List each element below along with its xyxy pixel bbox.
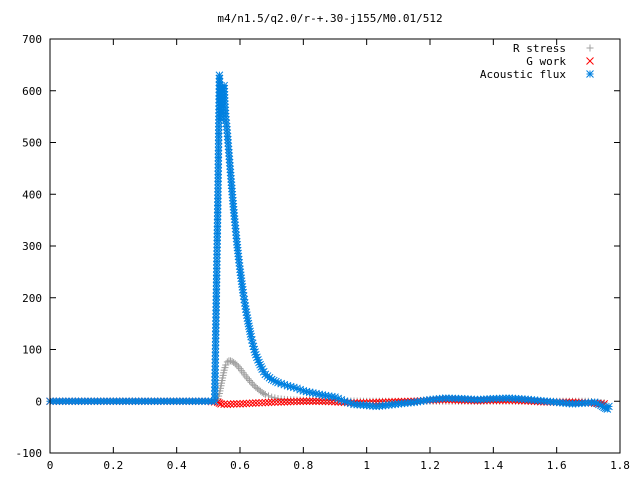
y-tick-label: 0 — [35, 395, 42, 408]
data-point — [318, 397, 327, 406]
data-point — [245, 399, 254, 408]
data-point — [308, 397, 317, 406]
legend-label: G work — [526, 55, 566, 68]
legend-label: R stress — [513, 42, 566, 55]
y-tick-label: 200 — [22, 292, 42, 305]
data-point — [274, 398, 282, 406]
data-point — [233, 361, 241, 369]
x-tick-label: 0.6 — [230, 459, 250, 472]
x-tick-label: 1.6 — [547, 459, 567, 472]
data-point — [229, 399, 238, 408]
data-point — [226, 400, 235, 408]
data-point — [267, 398, 276, 407]
data-point — [283, 397, 292, 406]
data-point — [234, 363, 242, 371]
data-point — [270, 398, 279, 407]
x-tick-label: 0.2 — [103, 459, 123, 472]
data-point — [247, 378, 255, 386]
y-tick-label: 600 — [22, 85, 42, 98]
data-point — [260, 389, 268, 397]
y-tick-label: -100 — [16, 447, 43, 460]
data-point — [244, 375, 252, 383]
data-point — [246, 377, 253, 385]
data-point — [261, 398, 270, 407]
legend-marker — [586, 44, 594, 52]
data-point — [258, 398, 267, 407]
plot-frame — [49, 38, 621, 454]
data-point — [239, 399, 248, 408]
data-point — [242, 373, 250, 381]
series-2 — [46, 71, 613, 413]
data-point — [321, 397, 330, 406]
x-tick-label: 1.4 — [483, 459, 503, 472]
legend-marker — [586, 57, 594, 65]
data-point — [255, 398, 263, 407]
data-point — [324, 397, 333, 406]
data-point — [220, 400, 229, 408]
legend-marker — [586, 70, 594, 78]
data-point — [280, 398, 289, 406]
data-point — [410, 398, 419, 407]
x-tick-label: 0 — [47, 459, 54, 472]
data-point — [422, 396, 431, 405]
data-point — [289, 397, 298, 406]
data-point — [242, 399, 251, 408]
data-point — [227, 357, 234, 365]
data-point — [223, 400, 232, 409]
data-point — [236, 399, 244, 408]
data-point — [293, 397, 301, 406]
data-point — [277, 398, 286, 406]
data-point — [312, 397, 320, 406]
data-point — [251, 399, 260, 407]
y-tick-label: 300 — [22, 240, 42, 253]
data-point — [296, 397, 305, 406]
chart-title: m4/n1.5/q2.0/r-+.30-j155/M0.01/512 — [217, 12, 442, 25]
x-tick-label: 1.8 — [610, 459, 630, 472]
data-marks — [46, 71, 613, 413]
data-point — [286, 397, 295, 406]
legend-label: Acoustic flux — [480, 68, 566, 81]
y-tick-label: 100 — [22, 344, 42, 357]
data-point — [302, 397, 311, 406]
y-tick-label: 400 — [22, 188, 42, 201]
data-point — [250, 382, 258, 390]
data-point — [232, 399, 241, 408]
x-tick-label: 0.4 — [167, 459, 187, 472]
data-point — [299, 387, 308, 395]
y-tick-label: 500 — [22, 137, 42, 150]
data-point — [223, 358, 231, 366]
x-tick-label: 1 — [363, 459, 370, 472]
data-point — [271, 394, 279, 402]
data-point — [264, 398, 273, 407]
data-point — [265, 392, 272, 400]
data-point — [261, 391, 269, 399]
data-point — [249, 380, 257, 388]
data-point — [299, 397, 308, 406]
data-point — [605, 402, 613, 411]
data-point — [222, 361, 230, 369]
data-point — [217, 399, 225, 408]
data-point — [231, 360, 239, 368]
data-point — [248, 399, 257, 408]
y-tick-label: 700 — [22, 33, 42, 46]
axis-ticks: 0 0.2 0.4 0.6 0.8 1 1.2 1.4 1.6 1.8 -100 0 100 200 300… — [16, 33, 630, 472]
data-point — [305, 397, 314, 406]
x-tick-label: 1.2 — [420, 459, 440, 472]
x-tick-label: 0.8 — [293, 459, 313, 472]
data-point — [315, 397, 324, 406]
